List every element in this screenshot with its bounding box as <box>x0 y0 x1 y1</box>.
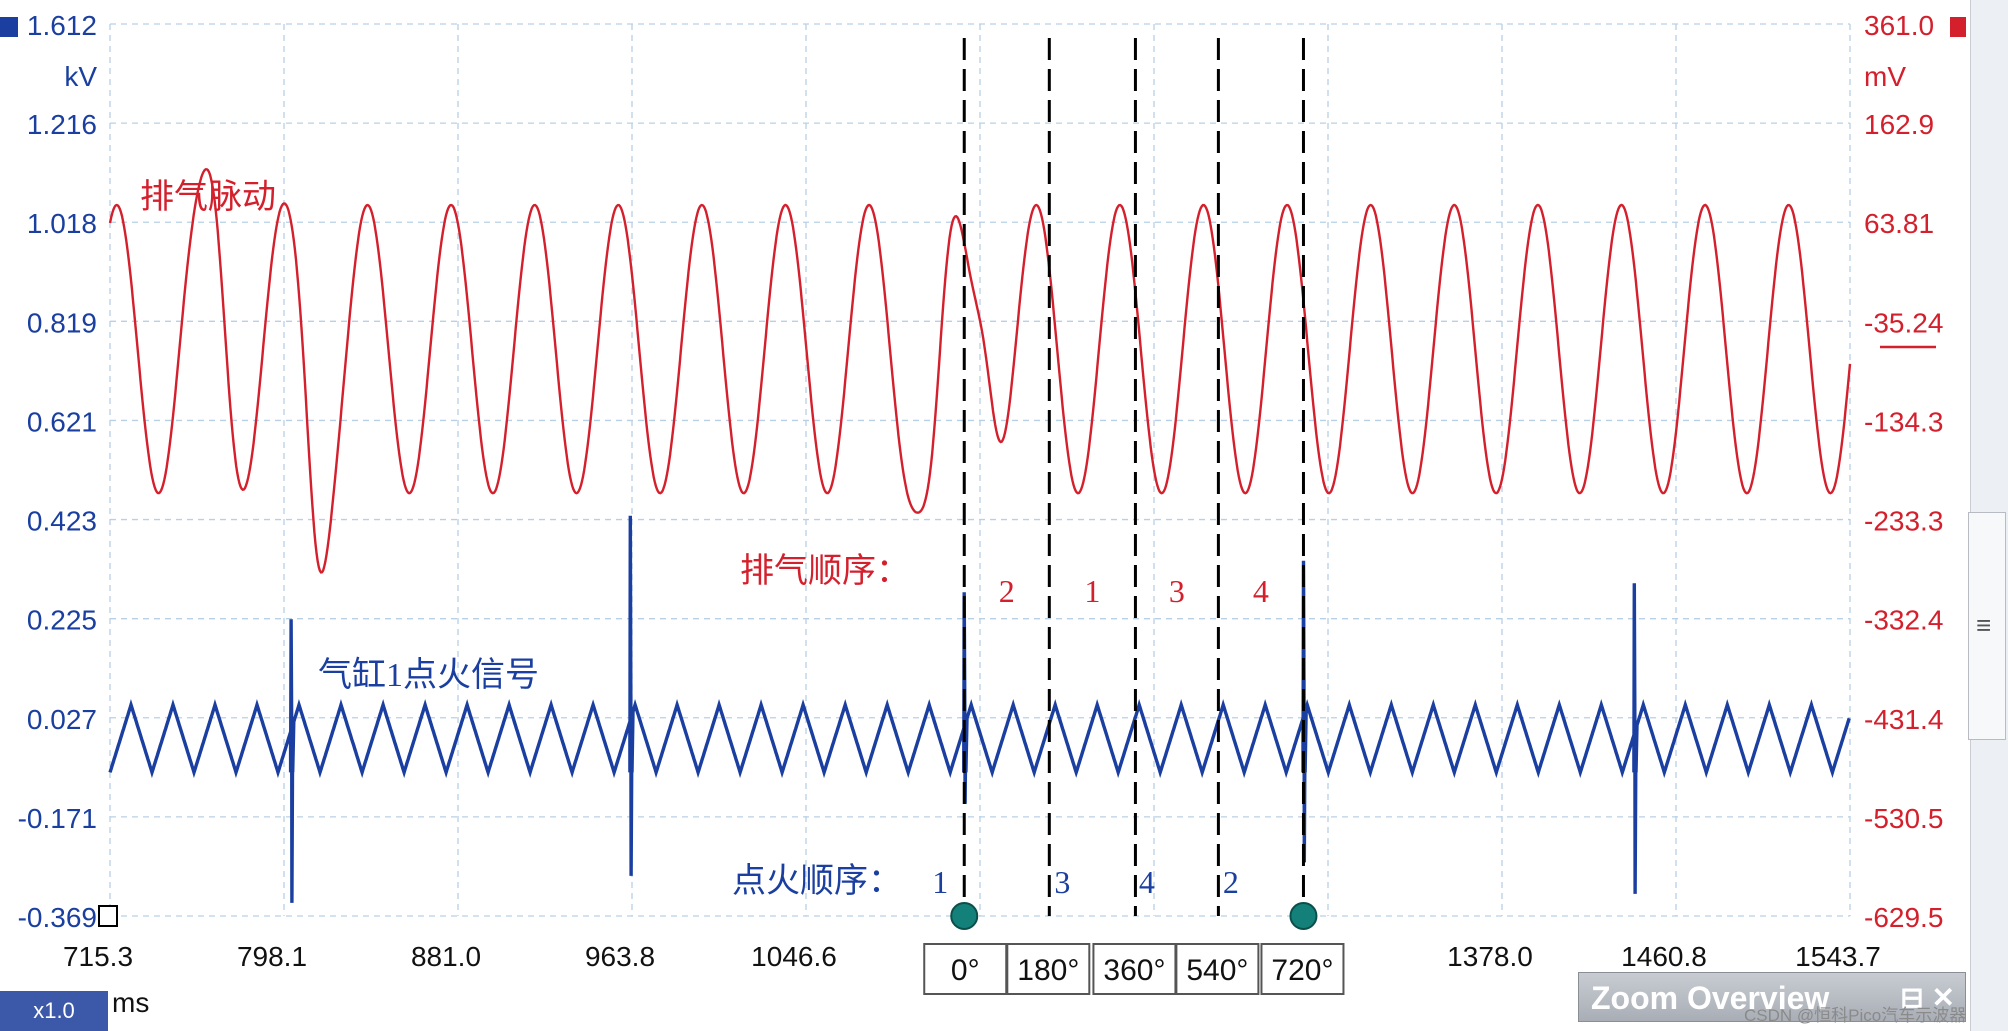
right-axis-tick-label: -629.5 <box>1864 902 1943 933</box>
right-axis-tick-label: -35.24 <box>1864 307 1943 338</box>
degree-label: 360° <box>1103 954 1165 987</box>
left-zero-marker <box>98 905 118 927</box>
right-axis-tick-label: -233.3 <box>1864 506 1943 537</box>
degree-box <box>1175 943 1260 995</box>
right-axis-unit: mV <box>1864 61 1906 92</box>
firing-order-number: 1 <box>932 864 948 900</box>
x-axis-tick-label: 1543.7 <box>1795 941 1881 972</box>
degree-box <box>923 943 1008 995</box>
firing-order-number: 3 <box>1054 864 1070 900</box>
ignition-signal-label: 气缸1点火信号 <box>318 656 539 694</box>
exhaust-order-number: 2 <box>999 573 1015 609</box>
time-unit-label: ms <box>112 987 150 1018</box>
tdc-marker-dot <box>950 902 979 930</box>
firing-order-number: 2 <box>1223 864 1239 900</box>
left-axis-tick-label: 0.027 <box>27 704 97 735</box>
degree-box <box>1260 943 1345 995</box>
right-axis-tick-label: -332.4 <box>1864 605 1943 636</box>
left-axis-unit: kV <box>64 61 97 92</box>
right-axis-tick-label: 63.81 <box>1864 208 1934 239</box>
left-channel-marker <box>0 17 18 37</box>
right-axis-tick-label: 361.0 <box>1864 10 1934 41</box>
scroll-grip-icon: ≡ <box>1976 610 1992 640</box>
x-axis-tick-label: 963.8 <box>585 941 655 972</box>
right-channel-marker <box>1950 17 1966 37</box>
x-axis-tick-label: 1378.0 <box>1447 941 1533 972</box>
zoom-window-buttons[interactable]: ⊟ ✕ <box>1900 982 1955 1013</box>
zoom-overview-title: Zoom Overview <box>1591 980 1830 1016</box>
x-scale-badge[interactable]: x1.0 <box>0 991 108 1031</box>
x-axis-tick-label: 715.3 <box>63 941 133 972</box>
right-axis-tick-label: -431.4 <box>1864 704 1943 735</box>
degree-label: 0° <box>951 954 980 987</box>
x-axis-tick-label: 1046.6 <box>751 941 837 972</box>
exhaust-pulse-label: 排气脉动 <box>140 178 276 216</box>
left-axis-tick-label: 0.621 <box>27 406 97 437</box>
left-axis-tick-label: -0.369 <box>18 902 97 933</box>
ignition-signal-series <box>108 515 1851 903</box>
watermark: CSDN @恒科Pico汽车示波器 <box>1744 1006 1967 1025</box>
exhaust-order-label: 排气顺序： <box>740 552 910 590</box>
left-axis-tick-label: 1.216 <box>27 109 97 140</box>
left-axis-tick-label: 1.018 <box>27 208 97 239</box>
x-axis-tick-label: 798.1 <box>237 941 307 972</box>
left-axis-tick-label: 0.423 <box>27 506 97 537</box>
zoom-overview-panel[interactable]: Zoom Overview ⊟ ✕ <box>1578 972 1966 1022</box>
degree-label: 720° <box>1271 954 1333 987</box>
firing-order-label: 点火顺序： <box>732 862 902 900</box>
degree-label: 540° <box>1186 954 1248 987</box>
left-axis-tick-label: 0.819 <box>27 307 97 338</box>
degree-label: 180° <box>1017 954 1079 987</box>
x-axis-tick-label: 1460.8 <box>1621 941 1707 972</box>
left-axis-tick-label: -0.171 <box>18 803 97 834</box>
x-axis-tick-label: 881.0 <box>411 941 481 972</box>
degree-box <box>1092 943 1177 995</box>
firing-order-number: 4 <box>1139 864 1155 900</box>
exhaust-order-number: 4 <box>1253 573 1269 609</box>
scrollbar-thumb[interactable] <box>1968 512 2006 740</box>
exhaust-pulse-series <box>108 168 1852 574</box>
left-axis-tick-label: 0.225 <box>27 605 97 636</box>
right-axis-tick-label: -134.3 <box>1864 406 1943 437</box>
left-axis-tick-label: 1.612 <box>27 10 97 41</box>
right-axis-tick-label: 162.9 <box>1864 109 1934 140</box>
degree-box <box>1006 943 1091 995</box>
exhaust-order-number: 1 <box>1084 573 1100 609</box>
right-axis-tick-label: -530.5 <box>1864 803 1943 834</box>
exhaust-order-number: 3 <box>1169 573 1185 609</box>
tdc-marker-dot <box>1289 902 1318 930</box>
